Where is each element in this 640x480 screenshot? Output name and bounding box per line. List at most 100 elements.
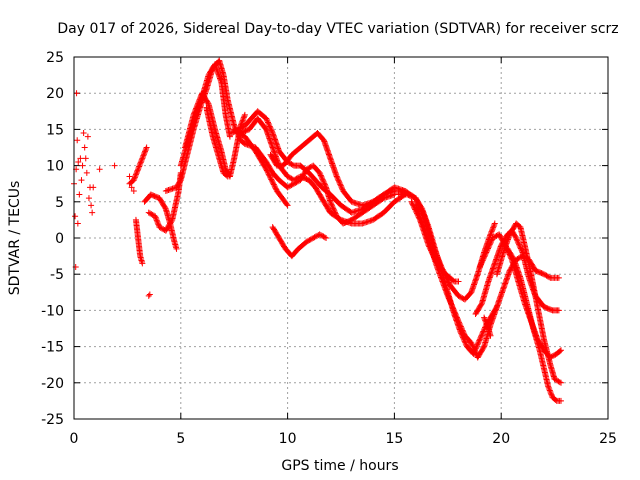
- data-point: [475, 340, 482, 347]
- data-point: [289, 181, 296, 188]
- data-point: [264, 119, 271, 126]
- data-point: [292, 179, 299, 186]
- data-point: [558, 397, 565, 404]
- data-point: [317, 232, 324, 239]
- data-point: [546, 387, 553, 394]
- data-point: [320, 233, 327, 240]
- data-point: [303, 238, 310, 245]
- data-point: [487, 231, 494, 238]
- data-point: [238, 120, 245, 127]
- y-tick-label: -20: [41, 376, 64, 392]
- data-point: [451, 308, 458, 315]
- data-point: [331, 208, 338, 215]
- data-point: [481, 315, 488, 322]
- data-point: [474, 341, 481, 348]
- data-point: [267, 124, 274, 131]
- data-point: [551, 376, 558, 383]
- data-point: [133, 170, 140, 177]
- data-point: [138, 156, 145, 163]
- data-point: [482, 318, 489, 325]
- data-point: [239, 124, 246, 131]
- data-point: [329, 202, 336, 209]
- data-point: [240, 114, 247, 121]
- data-point: [132, 171, 139, 178]
- data-point: [513, 236, 520, 243]
- data-point: [142, 148, 149, 155]
- x-tick-label: 20: [492, 431, 510, 447]
- data-point: [328, 201, 335, 208]
- data-point: [556, 348, 563, 355]
- data-point: [305, 237, 312, 244]
- data-point: [480, 256, 487, 263]
- data-point: [488, 228, 495, 235]
- data-point: [308, 235, 315, 242]
- y-tick-label: 20: [46, 86, 64, 102]
- data-point: [137, 159, 144, 166]
- data-point: [268, 176, 275, 183]
- data-point: [193, 104, 200, 111]
- data-point: [145, 292, 152, 299]
- data-point: [321, 180, 328, 187]
- data-point: [72, 213, 79, 220]
- data-point: [266, 172, 273, 179]
- data-point: [452, 311, 459, 318]
- data-point: [157, 224, 164, 231]
- data-point: [265, 120, 272, 127]
- plot-frame: [73, 56, 609, 420]
- data-point: [265, 171, 272, 178]
- data-point: [148, 211, 155, 218]
- data-point: [173, 245, 180, 252]
- data-point: [192, 106, 199, 113]
- data-point: [152, 214, 159, 221]
- data-point: [336, 180, 343, 187]
- data-point: [263, 116, 270, 123]
- series-pass-08: [203, 104, 231, 180]
- data-point: [540, 271, 547, 278]
- data-point: [483, 321, 490, 328]
- series-pass-12: [231, 126, 291, 209]
- data-point: [491, 221, 498, 228]
- data-point: [139, 154, 146, 161]
- data-point: [327, 200, 334, 207]
- data-point: [321, 234, 328, 241]
- data-point: [177, 178, 184, 185]
- x-tick-label: 10: [279, 431, 297, 447]
- y-tick-label: -15: [41, 340, 64, 356]
- data-point: [88, 202, 95, 209]
- data-point: [458, 326, 465, 333]
- data-point: [267, 173, 274, 180]
- data-point: [145, 209, 152, 216]
- data-point: [337, 181, 344, 188]
- data-point: [492, 233, 499, 240]
- data-point: [288, 161, 295, 168]
- data-point: [539, 270, 546, 277]
- data-point: [484, 245, 491, 252]
- data-point: [479, 329, 486, 336]
- data-point: [318, 173, 325, 180]
- data-point: [271, 182, 278, 189]
- y-tick-label: -5: [50, 267, 64, 283]
- data-point: [319, 232, 326, 239]
- data-point: [332, 210, 339, 217]
- data-point: [74, 137, 81, 144]
- data-point: [323, 235, 330, 241]
- data-point: [194, 101, 201, 108]
- data-point: [81, 144, 88, 151]
- data-point: [288, 175, 295, 182]
- series-pass-21: [493, 220, 565, 386]
- data-point: [487, 238, 494, 245]
- data-point: [483, 249, 490, 256]
- data-point: [327, 198, 334, 205]
- data-point: [267, 175, 274, 182]
- data-point: [555, 307, 562, 314]
- data-point: [477, 262, 484, 269]
- data-point: [137, 160, 144, 167]
- data-point: [471, 346, 478, 353]
- data-point: [413, 197, 420, 204]
- data-point: [472, 349, 479, 356]
- data-point: [192, 108, 199, 115]
- data-point: [204, 99, 211, 106]
- data-point: [265, 170, 272, 177]
- data-point: [458, 294, 465, 301]
- data-point: [283, 201, 290, 208]
